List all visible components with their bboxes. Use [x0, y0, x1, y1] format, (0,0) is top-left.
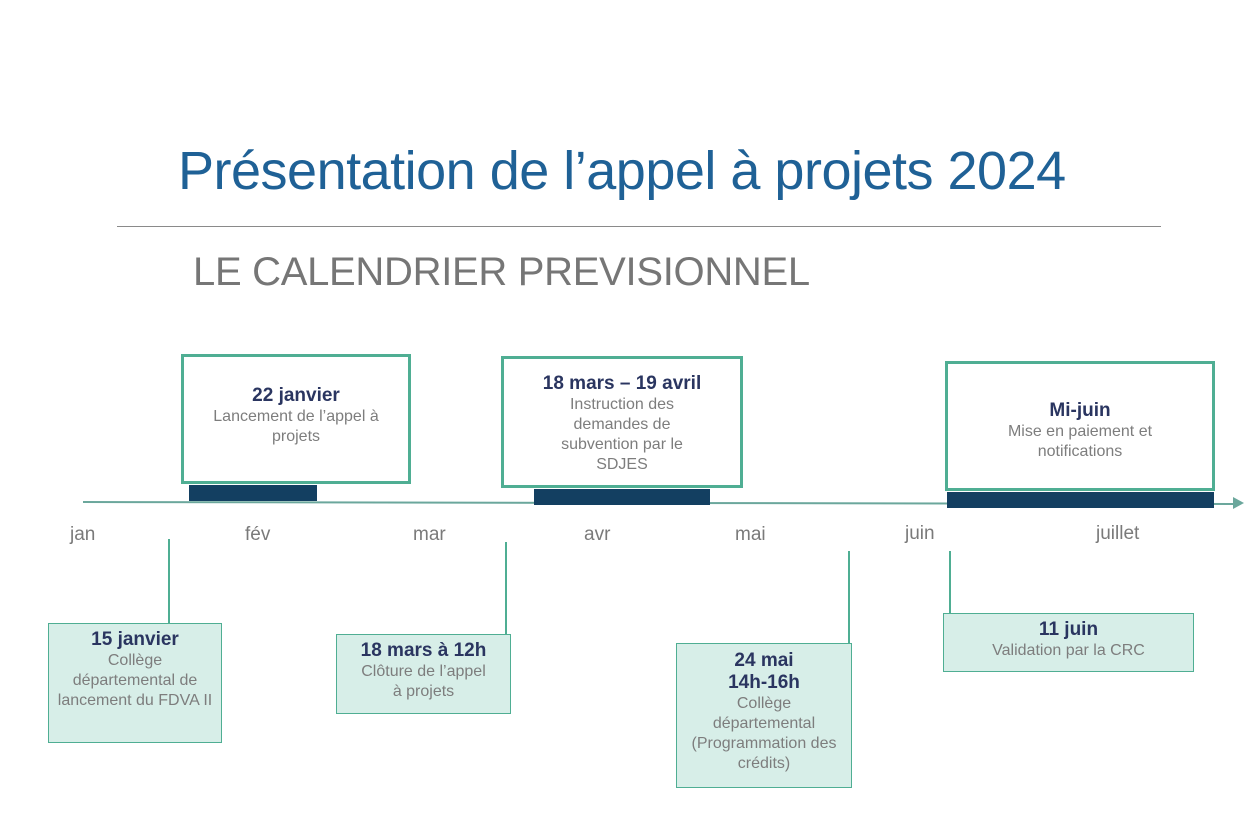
- event-box-instruction: 18 mars – 19 avril Instruction des deman…: [501, 356, 743, 488]
- slide-title: Présentation de l’appel à projets 2024: [178, 141, 1066, 201]
- event-time: 14h-16h: [728, 672, 800, 693]
- arrow-right-icon: [1233, 497, 1244, 509]
- connector-line: [949, 551, 951, 614]
- month-label-juin: juin: [905, 523, 935, 544]
- title-divider: [117, 226, 1161, 227]
- month-label-juillet: juillet: [1096, 523, 1140, 544]
- connector-line: [505, 542, 507, 634]
- event-box-mi-juin: Mi-juin Mise en paiement et notification…: [945, 361, 1215, 491]
- event-description: Collège départemental (Programmation des…: [691, 695, 837, 772]
- event-date: 11 juin: [1038, 619, 1099, 640]
- event-box-18-mars: 18 mars à 12h Clôture de l’appel à proje…: [336, 634, 511, 714]
- connector-line: [168, 539, 170, 624]
- event-date: 15 janvier: [91, 629, 179, 650]
- event-description: Lancement de l’appel à projets: [213, 408, 379, 445]
- period-bar: [189, 485, 317, 501]
- event-box-22-janvier: 22 janvier Lancement de l’appel à projet…: [181, 354, 411, 484]
- event-box-15-janvier: 15 janvier Collège départemental de lanc…: [48, 623, 222, 743]
- event-date: 22 janvier: [252, 385, 340, 406]
- event-date: 18 mars – 19 avril: [542, 373, 702, 394]
- event-date: 18 mars à 12h: [360, 640, 487, 661]
- period-bar: [947, 492, 1214, 508]
- connector-line: [848, 551, 850, 644]
- event-date: 24 mai: [734, 650, 794, 671]
- event-date: Mi-juin: [1049, 400, 1111, 421]
- month-label-jan: jan: [70, 524, 96, 545]
- event-description: Instruction des demandes de subvention p…: [561, 396, 683, 473]
- month-label-mar: mar: [413, 524, 446, 545]
- event-description: Validation par la CRC: [992, 642, 1145, 659]
- event-box-11-juin: 11 juin Validation par la CRC: [943, 613, 1194, 672]
- event-description: Collège départemental de lancement du FD…: [57, 652, 213, 709]
- period-bar: [534, 489, 710, 505]
- event-description: Clôture de l’appel à projets: [361, 663, 486, 700]
- month-label-mai: mai: [735, 524, 766, 545]
- month-label-avr: avr: [584, 524, 611, 545]
- slide-subtitle: LE CALENDRIER PREVISIONNEL: [193, 250, 810, 294]
- event-description: Mise en paiement et notifications: [1007, 423, 1153, 460]
- month-label-fev: fév: [245, 524, 271, 545]
- event-box-24-mai: 24 mai 14h-16h Collège départemental (Pr…: [676, 643, 852, 788]
